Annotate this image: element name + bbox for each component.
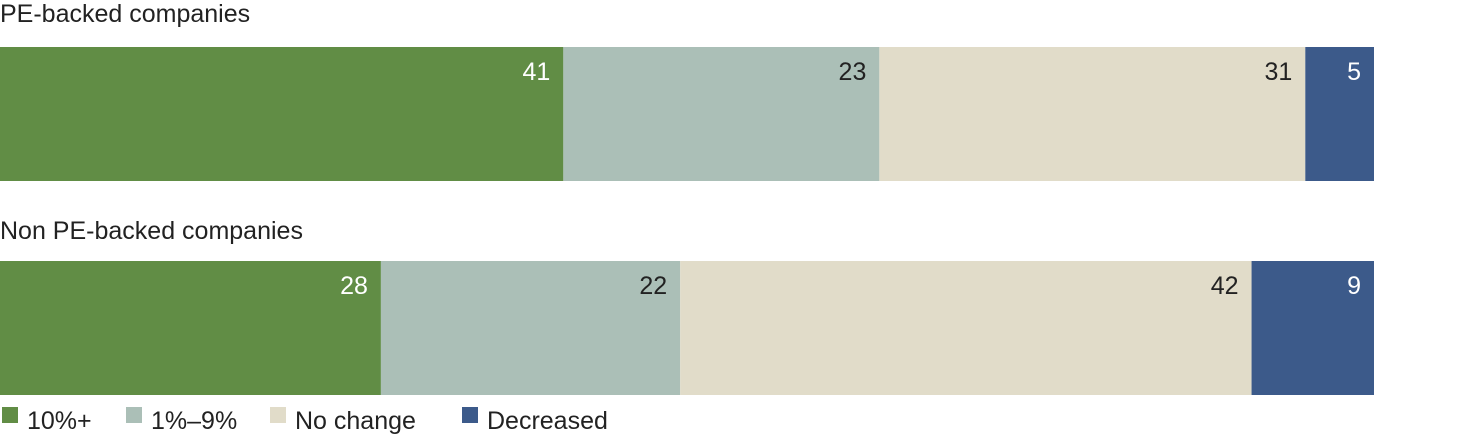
data-label: 22 (639, 272, 667, 300)
legend-label: 10%+ (27, 407, 92, 435)
bar-segment (1305, 47, 1374, 181)
bar-segment (380, 261, 681, 395)
legend-item: Decreased (462, 407, 608, 435)
data-label: 42 (1211, 272, 1239, 300)
bar-row: PE-backed companies 41 23 31 5 (0, 0, 1374, 181)
legend-swatch (2, 407, 18, 423)
chart-legend: 10%+ 1%–9% No change Decreased (2, 407, 608, 435)
data-label: 41 (523, 58, 551, 86)
legend-swatch (270, 407, 286, 423)
data-label: 28 (340, 272, 368, 300)
data-label: 23 (839, 58, 867, 86)
legend-swatch (126, 407, 142, 423)
bar-row: Non PE-backed companies 28 22 42 9 (0, 217, 1374, 395)
legend-item: 1%–9% (126, 407, 237, 435)
legend-label: Decreased (487, 407, 608, 435)
bar-segment (0, 47, 564, 181)
legend-item: No change (270, 407, 416, 435)
row-title: PE-backed companies (0, 0, 250, 28)
bar-segment (879, 47, 1306, 181)
legend-swatch (462, 407, 478, 423)
bar-segment (0, 261, 381, 395)
bar-segment (563, 47, 880, 181)
chart-rows: PE-backed companies 41 23 31 5 Non PE-backed … (0, 0, 1374, 395)
data-label: 31 (1264, 58, 1292, 86)
bar-segment (1251, 261, 1374, 395)
data-label: 5 (1347, 58, 1361, 86)
row-title: Non PE-backed companies (0, 217, 303, 245)
bar-segment (680, 261, 1252, 395)
legend-label: No change (295, 407, 416, 435)
legend-label: 1%–9% (151, 407, 237, 435)
data-label: 9 (1347, 272, 1361, 300)
legend-item: 10%+ (2, 407, 92, 435)
